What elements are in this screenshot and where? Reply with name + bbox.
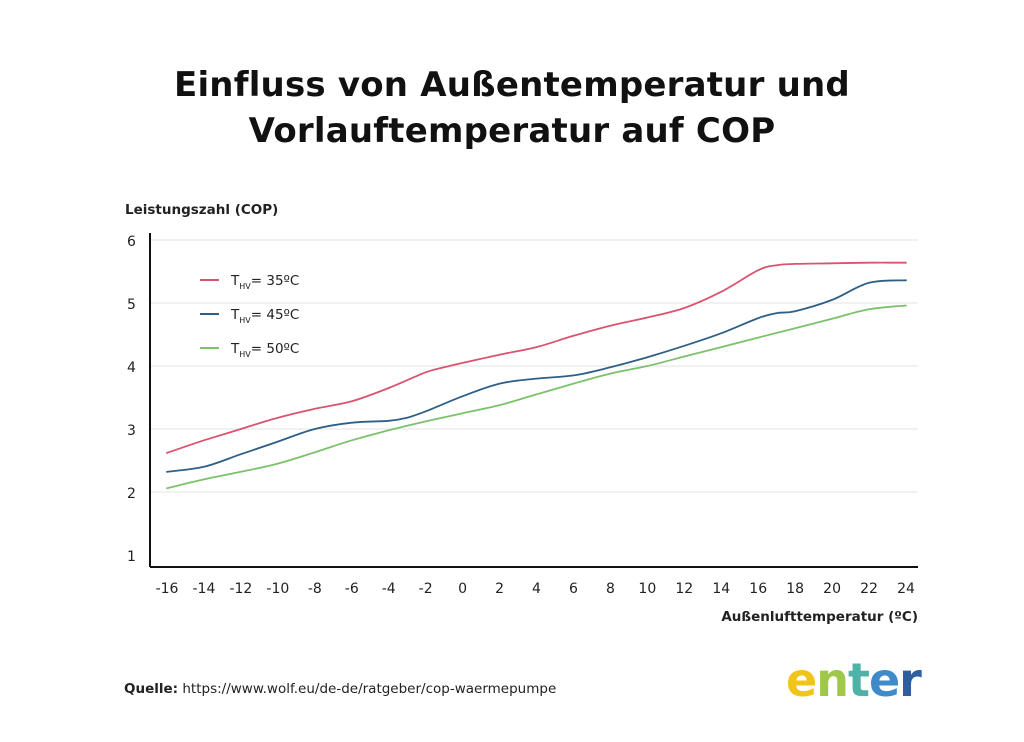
chart-title: Einfluss von Außentemperatur und Vorlauf… xyxy=(0,62,1024,154)
y-axis-label: Leistungszahl (COP) xyxy=(125,202,278,218)
source-note: Quelle: https://www.wolf.eu/de-de/ratgeb… xyxy=(124,681,556,697)
x-tick-label: 6 xyxy=(569,581,578,597)
x-tick-label: -12 xyxy=(229,581,252,597)
logo-letter: t xyxy=(847,653,870,707)
source-url[interactable]: https://www.wolf.eu/de-de/ratgeber/cop-w… xyxy=(182,681,557,697)
x-tick-label: -10 xyxy=(266,581,289,597)
series-line-3 xyxy=(166,304,907,490)
x-tick-label: 12 xyxy=(675,581,693,597)
legend-label-2: THV= 45ºC xyxy=(230,307,299,325)
y-tick-label: 2 xyxy=(127,486,136,502)
x-tick-label: 2 xyxy=(495,581,504,597)
series-line-1 xyxy=(166,261,907,454)
y-tick-label: 1 xyxy=(127,549,136,565)
legend-label-3: THV= 50ºC xyxy=(230,341,299,359)
logo-letter: r xyxy=(899,653,922,707)
logo-letter: n xyxy=(816,653,849,707)
title-line-2: Vorlauftemperatur auf COP xyxy=(248,111,776,151)
x-tick-label: 10 xyxy=(638,581,656,597)
x-tick-label: 24 xyxy=(897,581,915,597)
x-tick-label: 14 xyxy=(712,581,730,597)
x-tick-label: -2 xyxy=(419,581,433,597)
x-tick-label: -14 xyxy=(193,581,216,597)
source-label: Quelle: xyxy=(124,681,179,697)
series-line-2 xyxy=(166,279,907,473)
x-tick-label: 22 xyxy=(860,581,878,597)
logo-letter: e xyxy=(868,653,900,707)
x-tick-label: 20 xyxy=(823,581,841,597)
x-tick-label: 8 xyxy=(606,581,615,597)
y-tick-label: 3 xyxy=(127,423,136,439)
x-tick-label: 0 xyxy=(458,581,467,597)
title-line-1: Einfluss von Außentemperatur und xyxy=(174,65,850,105)
x-tick-label: 18 xyxy=(786,581,804,597)
x-axis-label: Außenlufttemperatur (ºC) xyxy=(721,609,918,625)
x-tick-label: -6 xyxy=(345,581,359,597)
x-tick-label: -16 xyxy=(156,581,179,597)
enter-logo: enter xyxy=(786,652,922,708)
x-tick-label: -8 xyxy=(308,581,322,597)
x-tick-label: 4 xyxy=(532,581,541,597)
x-tick-label: -4 xyxy=(382,581,396,597)
y-tick-label: 6 xyxy=(127,234,136,250)
logo-letter: e xyxy=(786,653,817,707)
x-tick-label: 16 xyxy=(749,581,767,597)
legend-label-1: THV= 35ºC xyxy=(230,273,299,291)
y-tick-label: 4 xyxy=(127,360,136,376)
y-tick-label: 5 xyxy=(127,297,136,313)
